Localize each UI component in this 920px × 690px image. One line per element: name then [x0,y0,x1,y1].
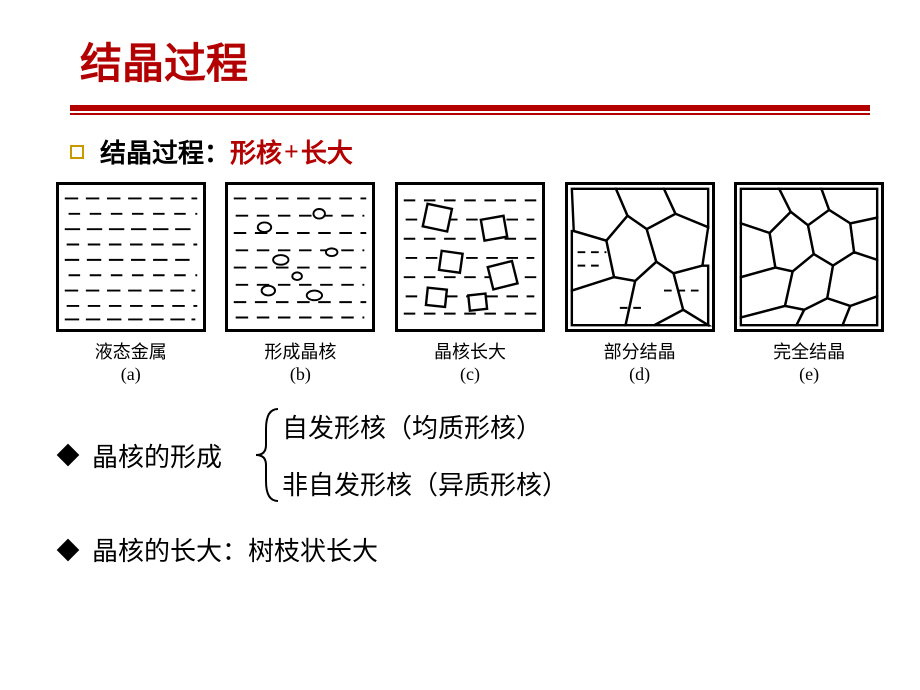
subtitle-growth: 长大 [301,133,353,170]
formation-item-1: 自发形核（均质形核） [282,408,568,445]
hollow-square-bullet [70,145,84,159]
subtitle-row: 结晶过程： 形核 + 长大 [70,133,870,170]
diagram-row: 液态金属 (a) [50,182,890,385]
formation-item-2: 非自发形核（异质形核） [282,465,568,502]
formation-section: 晶核的形成 自发形核（均质形核） 非自发形核（异质形核） [60,407,870,503]
diagram-b-letter: (b) [290,364,311,385]
diagram-e-label: 完全结晶 [773,338,845,364]
slide-title: 结晶过程 [80,30,870,91]
diagram-d-letter: (d) [629,364,650,385]
diagram-b-box [225,182,375,332]
growth-text: 晶核的长大：树枝状长大 [92,531,378,568]
formation-items: 自发形核（均质形核） 非自发形核（异质形核） [282,408,568,502]
diagram-c-letter: (c) [460,364,480,385]
diagram-e-letter: (e) [799,364,819,385]
diagram-d-box [565,182,715,332]
rule-thick [70,105,870,111]
growth-row: 晶核的长大：树枝状长大 [60,531,870,568]
formation-label: 晶核的形成 [92,437,222,474]
diagram-a: 液态金属 (a) [50,182,212,385]
formation-left: 晶核的形成 [60,437,222,474]
diagram-a-letter: (a) [121,364,141,385]
subtitle-plus: + [284,137,299,167]
diamond-bullet-2 [57,538,80,561]
diagram-b-label: 形成晶核 [264,338,336,364]
diagram-d: 部分结晶 (d) [559,182,721,385]
rule-thin [70,113,870,115]
slide: 结晶过程 结晶过程： 形核 + 长大 [0,0,920,690]
diagram-d-label: 部分结晶 [604,338,676,364]
bracket-icon [252,407,282,503]
diagram-c-box [395,182,545,332]
diagram-a-box [56,182,206,332]
diamond-bullet-1 [57,444,80,467]
subtitle-nucleation: 形核 [230,133,282,170]
diagram-e-box [734,182,884,332]
diagram-e: 完全结晶 (e) [728,182,890,385]
diagram-c-label: 晶核长大 [434,338,506,364]
diagram-c: 晶核长大 (c) [389,182,551,385]
subtitle-prefix: 结晶过程： [100,133,230,170]
diagram-b: 形成晶核 (b) [220,182,382,385]
diagram-a-label: 液态金属 [95,338,167,364]
